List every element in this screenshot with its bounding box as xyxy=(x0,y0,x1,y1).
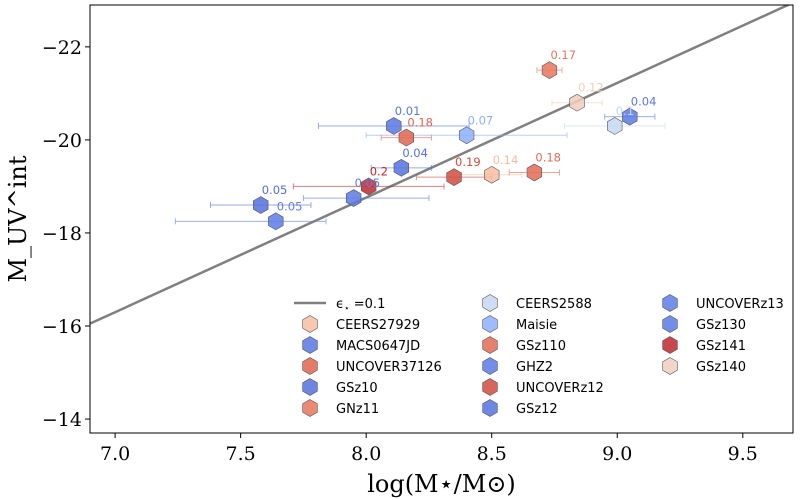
legend-marker xyxy=(302,357,318,375)
error-bar xyxy=(302,195,430,202)
data-point-label: 0.1 xyxy=(616,104,634,118)
legend-item: GNz11 xyxy=(302,399,379,417)
x-tick-label: 7.5 xyxy=(226,443,256,465)
legend-item: UNCOVERz12 xyxy=(482,378,604,396)
y-tick-label: −16 xyxy=(42,316,82,338)
data-point xyxy=(541,61,558,79)
data-point-label: 0.17 xyxy=(550,48,576,62)
legend-item: CEERS2588 xyxy=(482,294,592,312)
legend-item: MACS0647JD xyxy=(302,336,420,354)
y-tick-label: −22 xyxy=(42,37,82,59)
legend-marker xyxy=(662,294,678,312)
legend-marker xyxy=(482,399,498,417)
x-tick-label: 9.0 xyxy=(602,443,632,465)
reference-line xyxy=(90,5,791,325)
data-point xyxy=(607,117,623,135)
legend-item: GSz110 xyxy=(482,336,566,354)
x-tick-label: 9.5 xyxy=(728,443,758,465)
data-point xyxy=(393,158,409,177)
data-point-label: 0.19 xyxy=(455,155,481,169)
data-point-label: 0.05 xyxy=(262,183,288,197)
plot-frame xyxy=(89,4,794,434)
legend-marker xyxy=(482,378,498,396)
legend-marker xyxy=(662,336,678,354)
legend-label: GNz11 xyxy=(336,402,379,417)
legend-label: Maisie xyxy=(516,318,557,333)
legend-marker xyxy=(302,399,318,417)
legend-item: GSz12 xyxy=(482,399,558,417)
legend-label: GSz141 xyxy=(696,339,746,354)
y-tick-label: −14 xyxy=(42,409,82,431)
data-point-label: 0.05 xyxy=(277,199,303,213)
data-point xyxy=(458,126,475,145)
legend-label: GSz12 xyxy=(516,402,558,417)
data-point-label: 0.04 xyxy=(402,146,428,160)
legend-label: UNCOVER37126 xyxy=(336,360,442,375)
legend-item: ϵ⋆ =0.1 xyxy=(294,297,385,314)
legend-label: GSz130 xyxy=(696,318,746,333)
x-axis-label: log(M⋆/M⊙) xyxy=(367,470,516,498)
data-point-label: 0.04 xyxy=(631,95,657,109)
legend-marker xyxy=(302,336,318,354)
legend-label: UNCOVERz13 xyxy=(696,297,784,312)
legend-item: Maisie xyxy=(482,315,557,333)
legend-marker xyxy=(482,357,498,375)
legend-item: GSz141 xyxy=(662,336,746,354)
data-point xyxy=(526,163,543,182)
y-tick-label: −18 xyxy=(42,223,82,245)
x-tick-label: 8.5 xyxy=(477,443,507,465)
legend-marker xyxy=(302,378,318,396)
y-axis-label: M_UV^int xyxy=(4,155,32,282)
data-point xyxy=(345,189,362,207)
legend-label: CEERS2588 xyxy=(516,297,592,312)
x-tick-label: 8.0 xyxy=(351,443,381,465)
data-point xyxy=(268,212,284,231)
data-point xyxy=(569,93,585,112)
legend-label: ϵ⋆ =0.1 xyxy=(336,297,385,314)
legend-label: GSz10 xyxy=(336,381,378,396)
error-bar xyxy=(174,218,327,225)
legend-item: GSz130 xyxy=(662,315,746,333)
data-point xyxy=(253,196,269,214)
data-point xyxy=(386,117,402,135)
legend-label: GSz140 xyxy=(696,360,746,375)
data-point xyxy=(398,128,415,147)
legend-label: MACS0647JD xyxy=(336,339,420,354)
legend-label: UNCOVERz12 xyxy=(516,381,604,396)
legend-item: GHZ2 xyxy=(482,357,553,375)
legend: ϵ⋆ =0.1 CEERS27929 MACS0647JD UNCOVER37126 G… xyxy=(294,294,784,417)
legend-label: GHZ2 xyxy=(516,360,553,375)
legend-marker xyxy=(482,294,498,312)
x-tick-label: 7.0 xyxy=(100,443,130,465)
legend-marker xyxy=(662,315,678,333)
data-point xyxy=(622,107,638,126)
data-point-label: 0.07 xyxy=(468,113,494,127)
y-tick-label: −20 xyxy=(42,130,82,152)
legend-marker xyxy=(482,315,498,333)
legend-item: UNCOVERz13 xyxy=(662,294,784,312)
legend-label: CEERS27929 xyxy=(336,318,420,333)
data-point xyxy=(446,168,462,186)
data-point-label: 0.18 xyxy=(535,150,561,164)
data-point xyxy=(361,177,377,196)
data-point-label: 0.14 xyxy=(493,153,519,167)
legend-marker xyxy=(482,336,498,354)
data-point-label: 0.18 xyxy=(407,116,433,130)
data-point-label: 0.01 xyxy=(395,104,421,118)
legend-item: UNCOVER37126 xyxy=(302,357,442,375)
data-point-label: 0.05 xyxy=(355,176,381,190)
data-point-label: 0.12 xyxy=(578,81,604,95)
data-point xyxy=(484,165,500,184)
legend-label: GSz110 xyxy=(516,339,566,354)
data-point-label: 0.2 xyxy=(370,164,388,178)
legend-item: GSz10 xyxy=(302,378,378,396)
legend-item: CEERS27929 xyxy=(302,315,420,333)
legend-item: GSz140 xyxy=(662,357,746,375)
legend-marker xyxy=(302,315,318,333)
legend-marker xyxy=(662,357,678,375)
